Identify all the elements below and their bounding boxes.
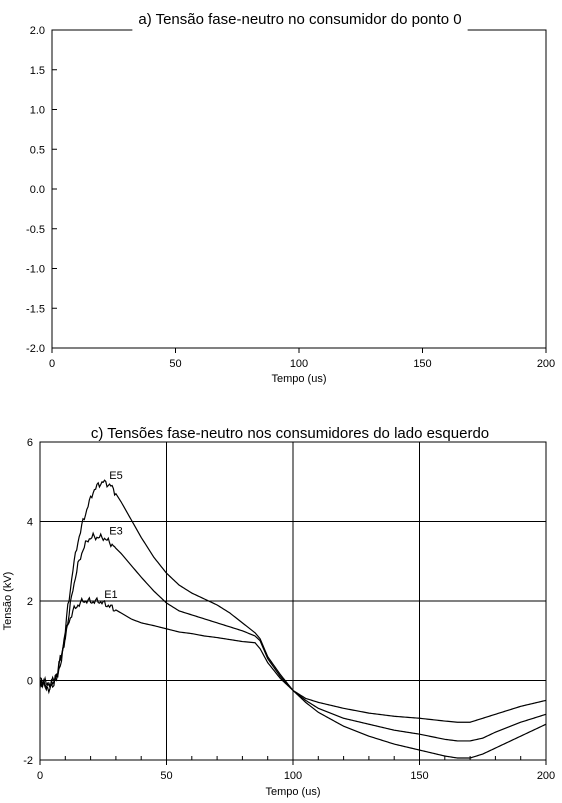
y-tick-label: 4 xyxy=(27,517,33,529)
series-line-e1 xyxy=(39,596,547,723)
y-tick-label: 0.5 xyxy=(30,144,45,156)
x-tick-label: 0 xyxy=(37,770,43,782)
y-axis-label: Tensão (kV) xyxy=(2,572,14,631)
y-tick-label: 2 xyxy=(27,596,33,608)
y-tick-label: -2 xyxy=(23,755,33,767)
series-label-e1: E1 xyxy=(104,589,117,601)
x-tick-label: 150 xyxy=(413,358,431,370)
y-tick-label: 0.0 xyxy=(30,184,45,196)
y-tick-label: 1.5 xyxy=(30,65,45,77)
chart-title-c: c) Tensões fase-neutro nos consumidores … xyxy=(91,425,489,442)
series-label-e3: E3 xyxy=(109,525,122,537)
series-e1 xyxy=(39,596,547,723)
x-tick-label: 150 xyxy=(410,770,428,782)
y-tick-label: -1.5 xyxy=(26,303,45,315)
x-tick-label: 200 xyxy=(537,770,555,782)
title-background xyxy=(132,28,468,32)
y-tick-label: -2.0 xyxy=(26,343,45,355)
plot-frame-0 xyxy=(51,29,547,349)
y-tick-label: 6 xyxy=(27,437,33,449)
x-axis-label: Tempo (us) xyxy=(271,373,326,385)
y-tick-label: -1.0 xyxy=(26,264,45,276)
x-tick-label: 100 xyxy=(284,770,302,782)
series-label-e5: E5 xyxy=(109,470,122,482)
y-tick-label: 1.0 xyxy=(30,105,45,117)
x-tick-label: 50 xyxy=(160,770,172,782)
x-tick-label: 0 xyxy=(49,358,55,370)
x-tick-label: 200 xyxy=(537,358,555,370)
x-axis-label: Tempo (us) xyxy=(265,786,320,798)
y-tick-label: 2.0 xyxy=(30,25,45,37)
y-tick-label: -0.5 xyxy=(26,224,45,236)
x-tick-label: 100 xyxy=(290,358,308,370)
y-tick-label: 0 xyxy=(27,676,33,688)
x-tick-label: 50 xyxy=(169,358,181,370)
chart-title-a: a) Tensão fase-neutro no consumidor do p… xyxy=(138,11,461,28)
